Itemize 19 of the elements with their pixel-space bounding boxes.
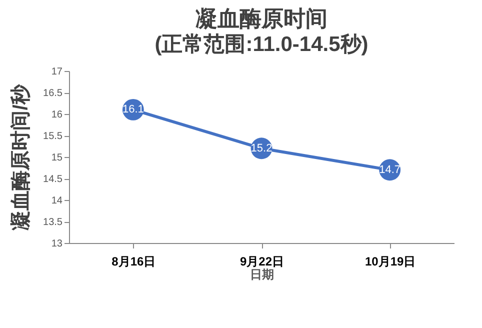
x-tick-label: 10月19日 <box>364 254 416 268</box>
y-tick-label: 15 <box>51 152 63 164</box>
data-label: 15.2 <box>250 142 272 154</box>
x-tick-label: 9月22日 <box>240 254 284 268</box>
y-tick-label: 16 <box>51 110 63 120</box>
y-axis-title: 凝血酶原时间/秒 <box>10 84 32 230</box>
y-tick-label: 13 <box>51 238 63 250</box>
y-tick-label: 15.5 <box>43 131 63 142</box>
y-tick-label: 14.5 <box>43 174 63 185</box>
x-tick-label: 8月16日 <box>112 254 156 268</box>
x-axis-title: 日期 <box>250 268 274 282</box>
chart-subtitle: (正常范围:11.0-14.5秒) <box>154 33 368 56</box>
y-tick-label: 14 <box>51 196 63 206</box>
chart-title: 凝血酶原时间 <box>196 6 328 31</box>
y-tick-label: 16.5 <box>43 88 63 99</box>
data-label: 16.1 <box>122 104 144 116</box>
y-tick-label: 13.5 <box>43 217 63 228</box>
data-label: 14.7 <box>379 164 401 176</box>
y-tick-label: 17 <box>51 66 63 78</box>
